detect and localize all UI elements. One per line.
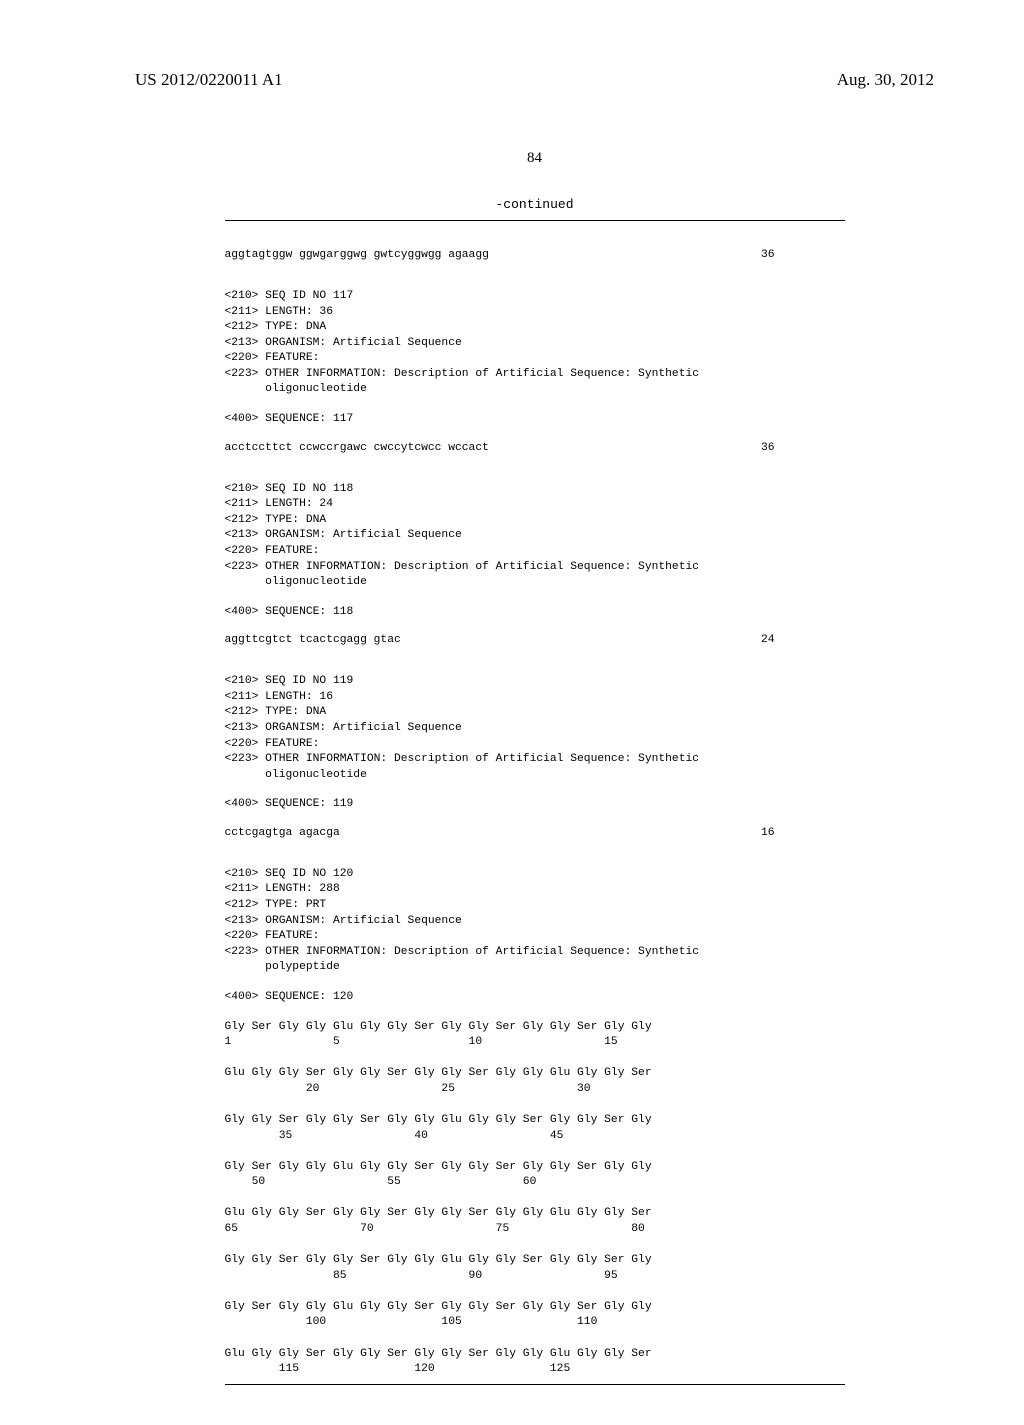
seq-120-protein: Gly Ser Gly Gly Glu Gly Gly Ser Gly Gly …	[225, 1020, 845, 1378]
seq-text: acctccttct ccwccrgawc cwccytcwcc wccact	[225, 442, 489, 454]
seq-120-header: <210> SEQ ID NO 120 <211> LENGTH: 288 <2…	[225, 867, 845, 976]
continued-label: -continued	[135, 197, 934, 212]
page-number: 84	[135, 150, 934, 167]
seq-text: aggttcgtct tcactcgagg gtac	[225, 634, 401, 646]
seq-entry-label: <400> SEQUENCE: 117	[225, 412, 845, 428]
seq-entry-line: cctcgagtga agacga 16	[225, 827, 845, 839]
seq-entry-header: <210> SEQ ID NO 118 <211> LENGTH: 24 <21…	[225, 482, 845, 591]
seq-entry-label: <400> SEQUENCE: 119	[225, 797, 845, 813]
seq-text: aggtagtggw ggwgarggwg gwtcyggwgg agaagg	[225, 249, 489, 261]
seq-entry-label: <400> SEQUENCE: 118	[225, 605, 845, 621]
seq-length: 36	[761, 442, 775, 454]
seq-entry-header: <210> SEQ ID NO 117 <211> LENGTH: 36 <21…	[225, 289, 845, 398]
sequence-listing: aggtagtggw ggwgarggwg gwtcyggwgg agaagg …	[225, 220, 845, 1385]
page-header: US 2012/0220011 A1 Aug. 30, 2012	[135, 70, 934, 90]
publication-date: Aug. 30, 2012	[837, 70, 934, 90]
seq-length: 24	[761, 634, 775, 646]
seq-length: 36	[761, 249, 775, 261]
seq-entry-line: acctccttct ccwccrgawc cwccytcwcc wccact 3…	[225, 442, 845, 454]
page-container: US 2012/0220011 A1 Aug. 30, 2012 84 -con…	[0, 0, 1024, 1425]
publication-number: US 2012/0220011 A1	[135, 70, 283, 90]
seq-line-top: aggtagtggw ggwgarggwg gwtcyggwgg agaagg …	[225, 249, 845, 261]
seq-120-label: <400> SEQUENCE: 120	[225, 990, 845, 1006]
seq-entry-line: aggttcgtct tcactcgagg gtac 24	[225, 634, 845, 646]
seq-length: 16	[761, 827, 775, 839]
seq-text: cctcgagtga agacga	[225, 827, 340, 839]
seq-entry-header: <210> SEQ ID NO 119 <211> LENGTH: 16 <21…	[225, 674, 845, 783]
